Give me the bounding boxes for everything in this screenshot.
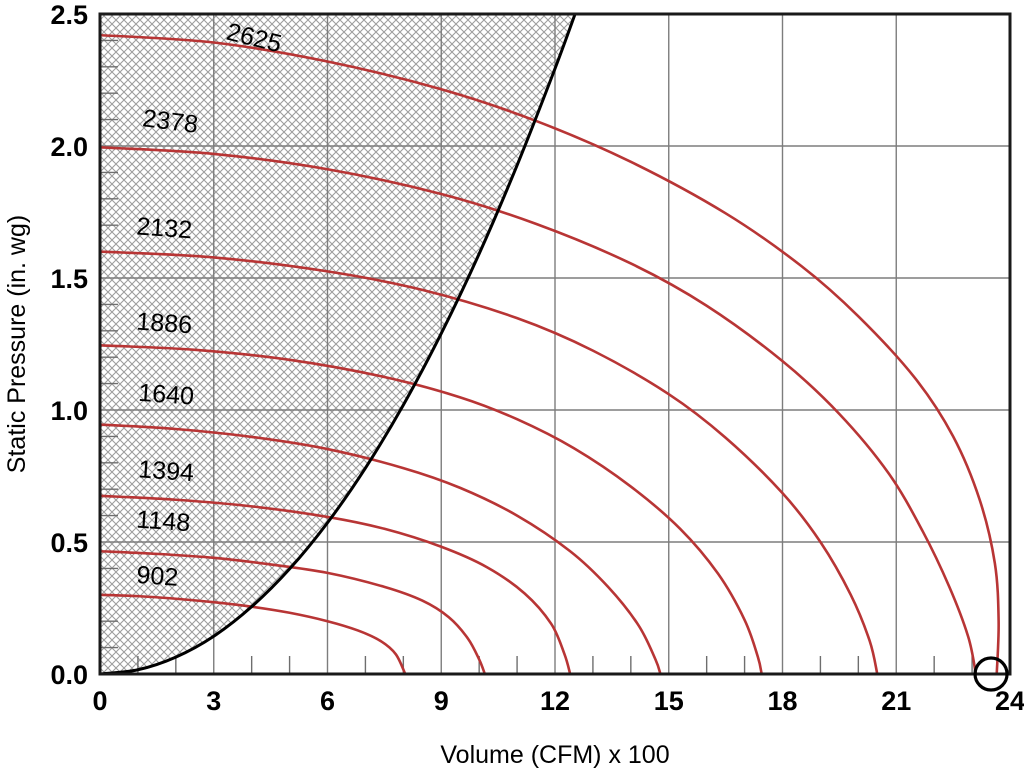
x-tick-label: 0 <box>92 686 107 716</box>
x-tick-label: 15 <box>654 686 684 716</box>
curve-label-2132: 2132 <box>136 212 193 244</box>
x-axis-title: Volume (CFM) x 100 <box>440 741 669 769</box>
y-tick-label: 2.0 <box>50 132 88 162</box>
fan-curve-2132 <box>100 250 879 674</box>
curve-label-2378: 2378 <box>141 104 200 139</box>
system-curve-line <box>100 14 577 674</box>
curve-label-1394: 1394 <box>137 455 195 487</box>
plot-border <box>98 12 1012 676</box>
x-tick-label: 9 <box>434 686 449 716</box>
x-axis-tick-labels: 0 3 6 9 12 15 18 21 24 <box>92 686 1024 716</box>
curve-label-1148: 1148 <box>136 506 192 538</box>
y-tick-label: 0.0 <box>50 660 88 690</box>
operating-point-marker <box>973 656 1009 692</box>
unstable-operating-zone <box>100 14 576 674</box>
y-tick-label: 0.5 <box>50 528 88 558</box>
minor-tick-marks <box>100 39 973 674</box>
y-axis-tick-labels: 0.0 0.5 1.0 1.5 2.0 2.5 <box>50 0 88 690</box>
x-tick-label: 18 <box>767 686 797 716</box>
curve-label-1886: 1886 <box>136 308 193 340</box>
y-tick-label: 1.5 <box>50 264 88 294</box>
curve-label-1640: 1640 <box>137 379 194 411</box>
operating-point-circle <box>973 656 1009 692</box>
fan-curve-2625 <box>100 33 1000 674</box>
x-tick-label: 3 <box>206 686 221 716</box>
x-tick-label: 6 <box>320 686 335 716</box>
fan-curve-1394 <box>100 494 572 674</box>
y-tick-label: 2.5 <box>50 0 88 30</box>
fan-curve-902 <box>100 593 407 674</box>
x-tick-label: 21 <box>881 686 911 716</box>
y-tick-label: 1.0 <box>50 396 88 426</box>
system-resistance-curve <box>100 14 577 674</box>
fan-curve-2378 <box>100 146 978 674</box>
y-axis-title: Static Pressure (in. wg) <box>3 215 31 473</box>
x-tick-label: 24 <box>995 686 1024 716</box>
fan-curve-1148 <box>100 549 487 674</box>
fan-curve-1640 <box>100 423 662 674</box>
fan-speed-curves <box>100 33 1000 674</box>
fan-curve-1886 <box>100 344 763 674</box>
gridlines <box>100 14 1010 674</box>
x-tick-label: 12 <box>540 686 570 716</box>
curve-label-902: 902 <box>136 561 180 592</box>
